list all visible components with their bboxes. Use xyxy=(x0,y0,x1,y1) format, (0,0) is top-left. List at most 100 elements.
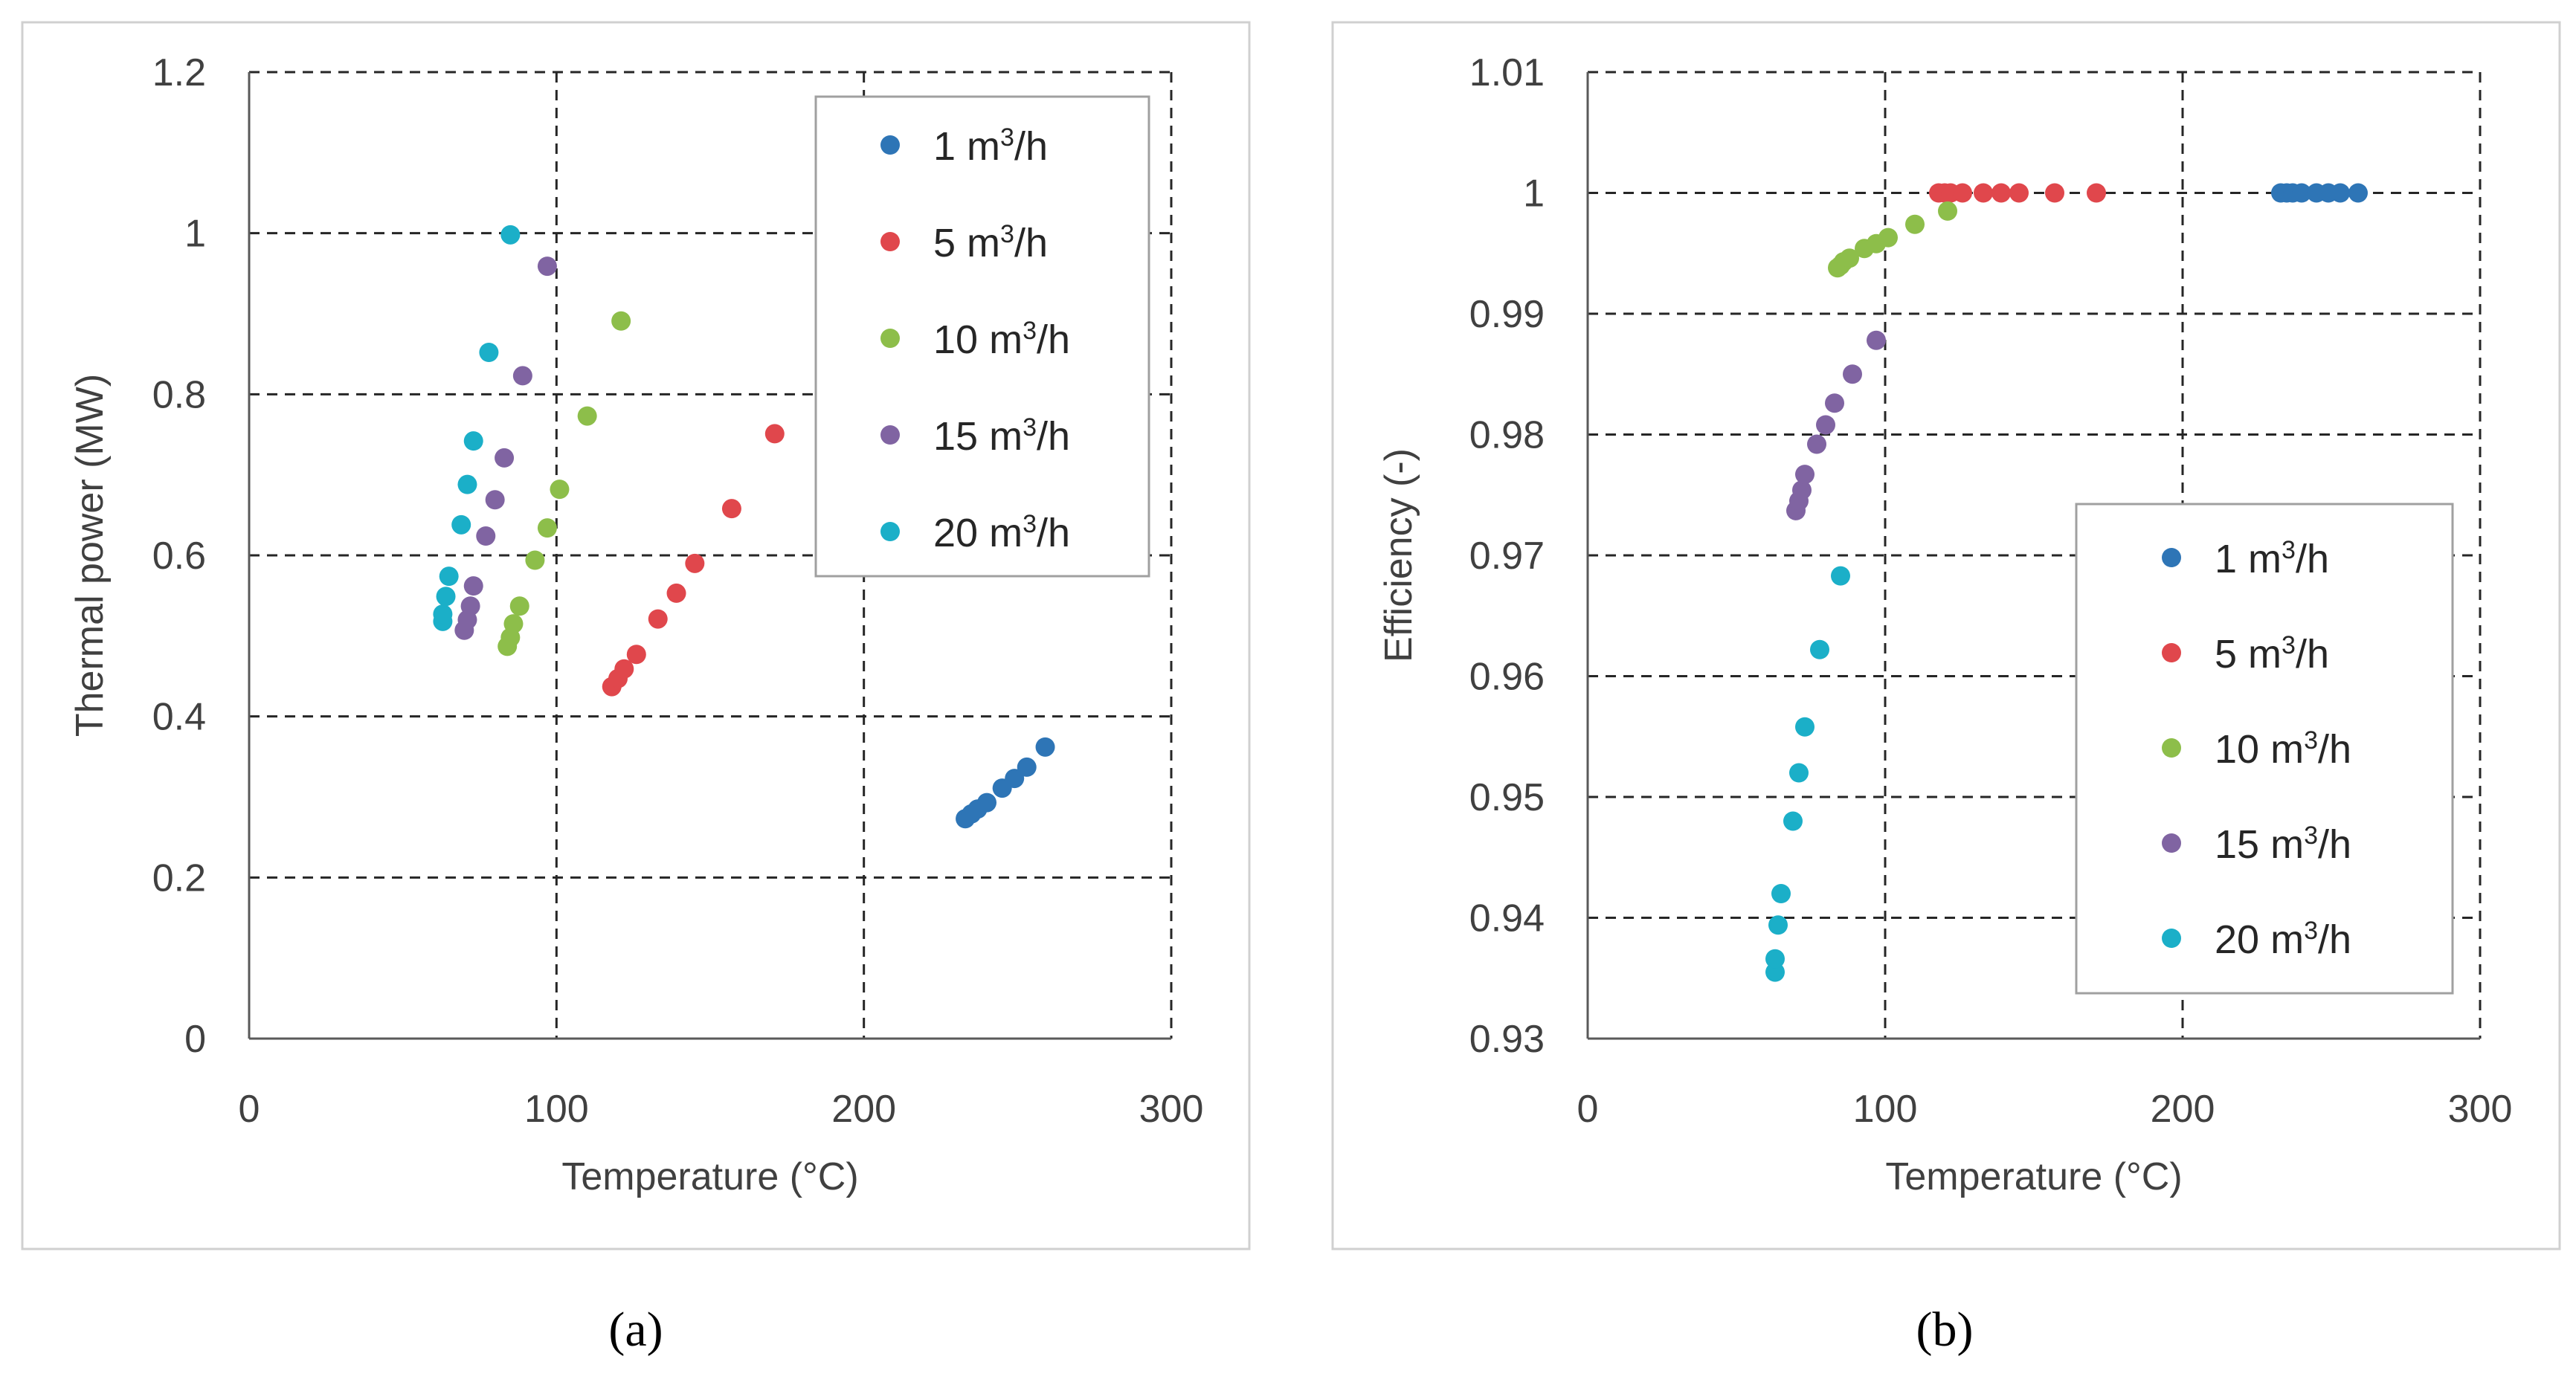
data-point xyxy=(1825,393,1844,413)
data-point xyxy=(1765,949,1785,969)
data-point xyxy=(2331,183,2350,203)
data-point xyxy=(512,366,532,386)
legend-box xyxy=(814,95,1150,578)
x-tick-label: 100 xyxy=(1853,1088,1918,1131)
data-point xyxy=(611,311,631,331)
x-tick-label: 0 xyxy=(1577,1088,1599,1131)
legend-entry-label: 5 m3/h xyxy=(933,220,1048,265)
data-point xyxy=(626,645,646,665)
legend-marker xyxy=(880,135,900,155)
y-axis-title: Efficiency (-) xyxy=(1377,448,1420,662)
data-point xyxy=(1795,465,1815,485)
legend-entry-label: 10 m3/h xyxy=(933,317,1070,362)
data-point xyxy=(685,553,705,573)
legend-box xyxy=(2075,503,2454,995)
x-axis-title: Temperature (°C) xyxy=(1885,1155,2182,1198)
y-tick-label: 0 xyxy=(184,1018,206,1061)
data-point xyxy=(577,406,597,426)
legend-marker xyxy=(880,522,900,541)
data-point xyxy=(1768,915,1788,935)
y-tick-label: 0.6 xyxy=(152,535,206,578)
y-tick-label: 0.93 xyxy=(1469,1018,1545,1061)
x-tick-label: 0 xyxy=(239,1088,260,1131)
legend-entry-label: 20 m3/h xyxy=(933,510,1070,555)
legend-marker xyxy=(880,329,900,348)
y-tick-label: 1.2 xyxy=(152,51,206,94)
y-tick-label: 0.96 xyxy=(1469,656,1545,699)
data-point xyxy=(1831,566,1850,586)
data-point xyxy=(550,480,570,500)
y-tick-label: 1 xyxy=(1523,172,1545,216)
y-tick-label: 0.95 xyxy=(1469,776,1545,819)
series-10-m3-h xyxy=(1828,201,1957,278)
legend-entry-label: 5 m3/h xyxy=(2215,631,2329,677)
data-point xyxy=(463,576,483,596)
panel-b: 0.93 0.94 0.95 0.96 0.97 0.98 0.99 1 1.01 0 100 200… xyxy=(1331,21,2561,1357)
series-15-m3-h xyxy=(1786,330,1886,520)
y-tick-label: 0.98 xyxy=(1469,414,1545,457)
data-point xyxy=(1843,364,1862,384)
legend-marker xyxy=(880,232,900,251)
data-point xyxy=(1810,639,1829,659)
data-point xyxy=(463,431,483,451)
data-point xyxy=(460,596,480,616)
x-tick-label: 200 xyxy=(831,1088,896,1131)
legend-marker xyxy=(2162,643,2181,662)
panel-a: 0 0.2 0.4 0.6 0.8 1 1.2 0 100 200 300 Temperature (… xyxy=(21,21,1251,1357)
data-point xyxy=(1974,183,1993,203)
legend-entry-label: 1 m3/h xyxy=(2215,536,2329,581)
y-tick-label: 0.4 xyxy=(152,696,206,739)
data-point xyxy=(1795,717,1815,737)
y-tick-label: 0.99 xyxy=(1469,293,1545,336)
legend: 1 m3/h 5 m3/h 10 m3/h 15 m3/h 20 m3/h xyxy=(2075,503,2454,995)
data-point xyxy=(648,609,668,629)
data-point xyxy=(2087,183,2106,203)
series-20-m3-h xyxy=(433,225,521,631)
series-1-m3-h xyxy=(956,737,1055,829)
series-1-m3-h xyxy=(2271,183,2368,203)
data-point xyxy=(476,526,496,546)
data-point xyxy=(977,793,996,813)
data-point xyxy=(439,567,459,587)
data-point xyxy=(2045,183,2064,203)
data-point xyxy=(1005,769,1025,789)
y-tick-label: 0.2 xyxy=(152,856,206,900)
data-point xyxy=(451,514,471,535)
legend-marker xyxy=(2162,833,2181,853)
legend-marker xyxy=(2162,738,2181,758)
data-point xyxy=(2292,183,2311,203)
data-point xyxy=(721,499,741,519)
data-point xyxy=(2348,183,2368,203)
legend-marker xyxy=(880,425,900,445)
x-tick-label: 200 xyxy=(2151,1088,2215,1131)
legend-entry-label: 20 m3/h xyxy=(2215,917,2351,962)
data-point xyxy=(1878,227,1898,248)
y-tick-label: 1 xyxy=(184,213,206,256)
x-tick-label: 100 xyxy=(524,1088,589,1131)
y-tick-label: 0.97 xyxy=(1469,535,1545,578)
data-point xyxy=(525,550,545,570)
data-point xyxy=(537,256,557,277)
data-point xyxy=(614,659,634,679)
panel-label: (b) xyxy=(1916,1303,1974,1357)
data-point xyxy=(1867,330,1886,350)
data-point xyxy=(495,448,515,468)
legend-entry-label: 10 m3/h xyxy=(2215,726,2351,772)
x-tick-label: 300 xyxy=(2448,1088,2513,1131)
data-point xyxy=(503,614,524,634)
data-point xyxy=(1953,183,1972,203)
legend-entry-label: 15 m3/h xyxy=(933,413,1070,459)
data-point xyxy=(1840,248,1859,268)
y-tick-label: 0.94 xyxy=(1469,897,1545,940)
series-10-m3-h xyxy=(498,311,631,656)
series-15-m3-h xyxy=(454,256,557,640)
panel-label: (a) xyxy=(608,1303,663,1357)
data-point xyxy=(1991,183,2011,203)
x-tick-label: 300 xyxy=(1139,1088,1204,1131)
data-point xyxy=(1765,962,1785,982)
legend-entry-label: 1 m3/h xyxy=(933,123,1048,169)
series-5-m3-h xyxy=(602,424,785,697)
data-point xyxy=(537,518,557,538)
data-point xyxy=(485,490,505,510)
